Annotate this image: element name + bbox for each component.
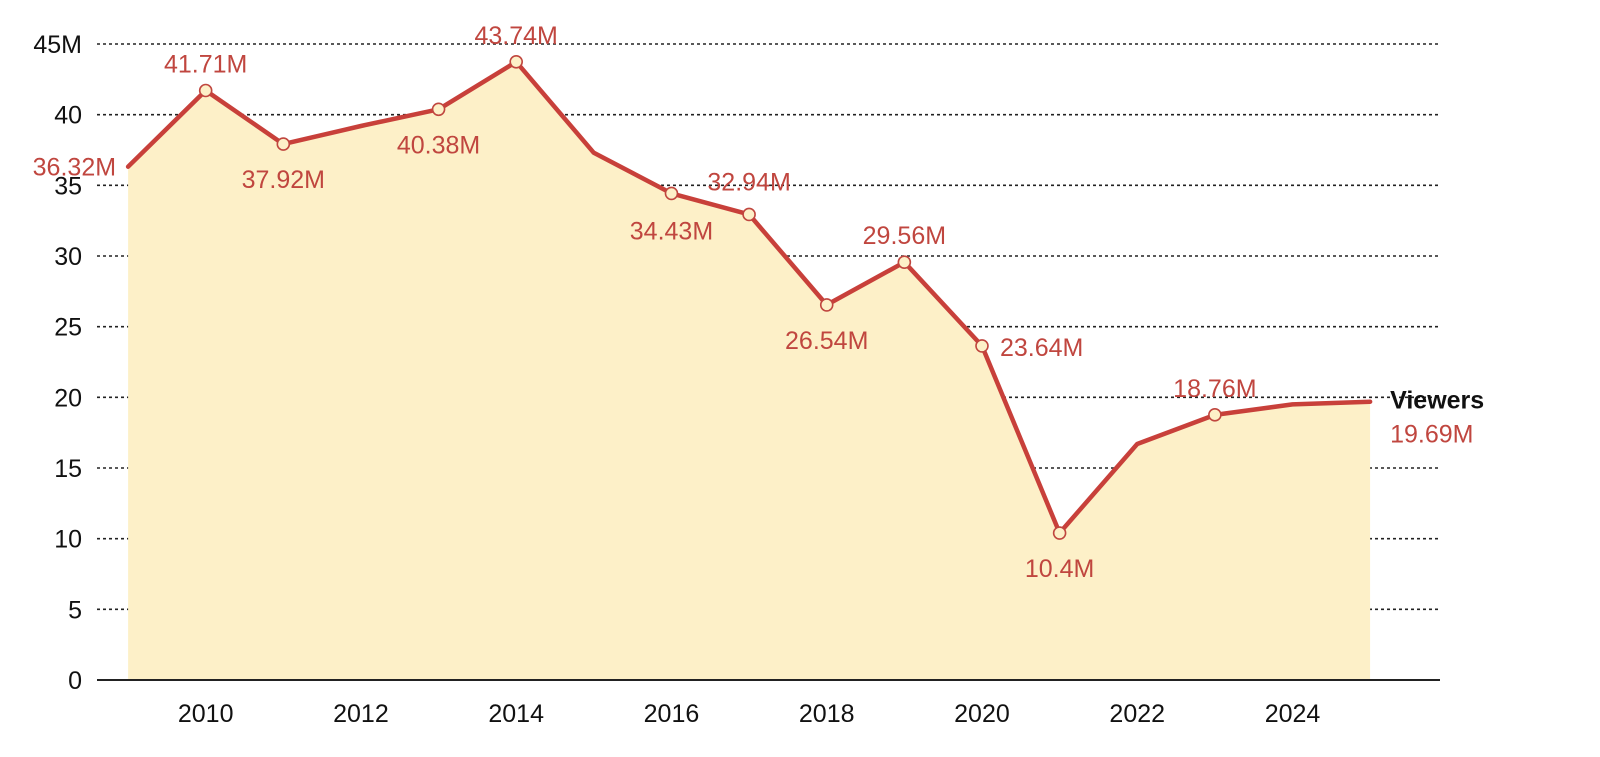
data-point-marker [742,207,756,222]
x-tick-label: 2012 [333,700,389,728]
data-label: 36.32M [33,154,116,182]
data-point-marker [1208,408,1222,422]
area-fill-layer [128,61,1371,681]
data-label: 23.64M [1000,334,1083,362]
data-label: 18.76M [1173,375,1256,403]
x-tick-label: 2024 [1265,700,1321,728]
data-markers [198,55,1222,540]
x-tick-label: 2020 [954,700,1010,728]
data-point-marker [431,102,446,117]
data-point-marker [198,83,213,98]
x-tick-label: 2016 [644,700,700,728]
x-tick-label: 2010 [178,700,234,728]
data-point-marker [509,55,524,69]
data-point-marker [975,339,989,353]
data-point-marker [664,186,679,201]
data-label: 29.56M [863,222,946,250]
data-labels: 36.32M 41.71M 37.92M 40.38M 43.74M 34.43M 32.9… [33,22,1474,583]
data-point-marker [276,137,291,151]
data-label: 19.69M [1390,421,1473,449]
y-tick-label: 45M [33,31,82,59]
data-label: 37.92M [242,166,325,194]
data-point-marker [1052,526,1067,540]
data-label: 40.38M [397,131,480,159]
data-label: 41.71M [164,50,247,78]
y-tick-label: 35 [54,172,82,200]
axes: 0 5 10 15 20 25 30 35 40 45M 2010 2012 2014 2016 2018 2… [33,31,1440,728]
series-name-label: Viewers [1390,387,1484,415]
viewers-area [128,61,1371,681]
data-point-marker [897,255,912,270]
data-point-marker [819,298,834,312]
y-tick-label: 10 [54,526,82,554]
x-tick-label: 2014 [488,700,544,728]
y-tick-label: 0 [68,667,82,695]
y-tick-label: 20 [54,384,82,412]
data-label: 26.54M [785,327,868,355]
data-label: 10.4M [1025,555,1094,583]
x-tick-label: 2022 [1109,700,1165,728]
y-tick-label: 40 [54,102,82,130]
data-label: 43.74M [475,22,558,50]
data-label: 34.43M [630,217,713,245]
y-tick-label: 25 [54,314,82,342]
data-label: 32.94M [707,168,790,196]
y-tick-label: 30 [54,243,82,271]
y-tick-label: 5 [68,596,82,624]
x-tick-label: 2018 [799,700,855,728]
y-tick-label: 15 [54,455,82,483]
